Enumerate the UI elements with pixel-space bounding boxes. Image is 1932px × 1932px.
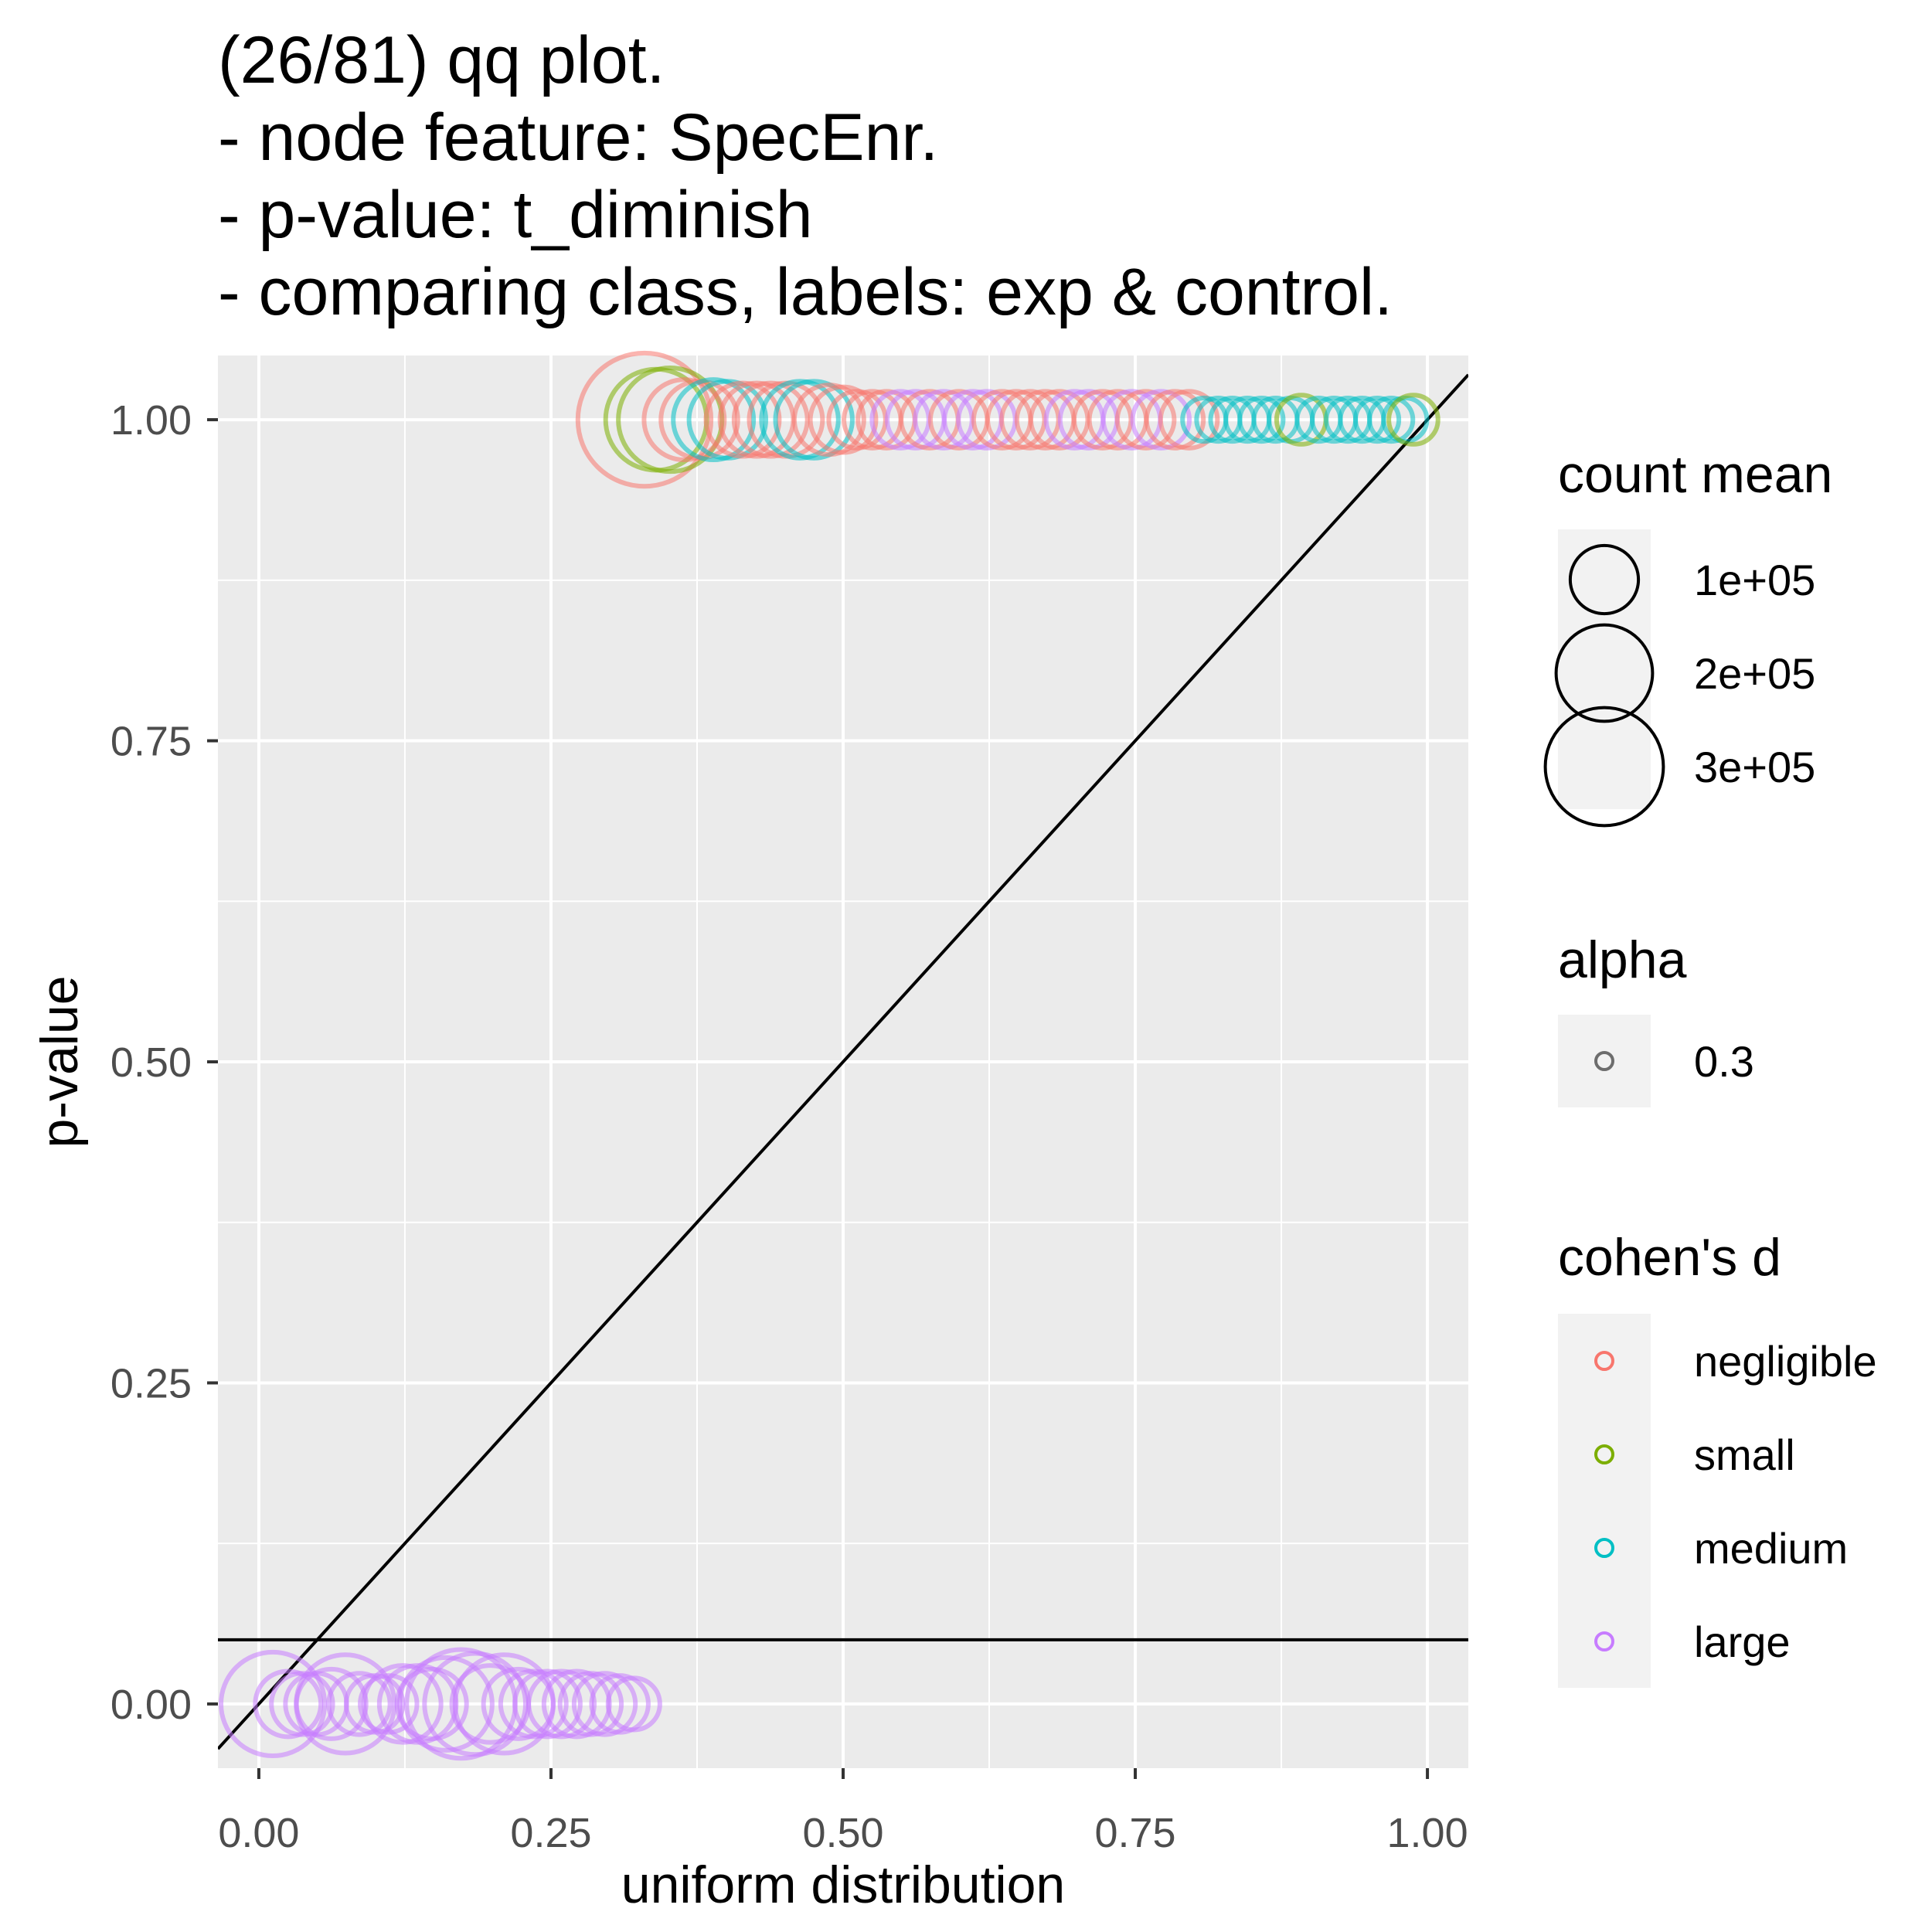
title-line-1: (26/81) qq plot.	[218, 23, 665, 97]
legend-size-key	[1568, 543, 1641, 616]
data-point-large	[294, 1652, 397, 1756]
legend-color-label: small	[1694, 1430, 1795, 1479]
data-point-large	[422, 1651, 529, 1757]
legend-size-key	[1543, 706, 1665, 828]
data-point-negligible	[808, 384, 879, 455]
data-point-medium	[759, 379, 841, 461]
chart-title: (26/81) qq plot. - node feature: SpecEnr…	[218, 22, 1841, 331]
legend-color-key-small	[1594, 1444, 1614, 1464]
title-line-2: - node feature: SpecEnr.	[218, 100, 939, 175]
legend-color-label: large	[1694, 1617, 1791, 1666]
legend-color-label: negligible	[1694, 1337, 1877, 1386]
y-tick-label: 1.00	[111, 397, 192, 444]
data-point-large	[512, 1668, 583, 1740]
data-point-medium	[773, 379, 855, 461]
data-point-large	[481, 1666, 556, 1741]
data-point-negligible	[575, 350, 714, 489]
data-point-large	[557, 1671, 624, 1737]
data-point-medium	[1352, 396, 1402, 444]
legend-size-label: 1e+05	[1694, 556, 1815, 604]
legend-color-title: cohen's d	[1558, 1228, 1781, 1287]
title-line-4: - comparing class, labels: exp & control…	[218, 255, 1393, 329]
data-point-medium	[686, 379, 769, 461]
data-point-negligible	[791, 383, 866, 457]
data-point-negligible	[641, 377, 727, 463]
data-point-large	[396, 1655, 495, 1753]
data-point-large	[571, 1671, 638, 1737]
data-point-negligible	[703, 380, 782, 459]
legend-alpha-key	[1594, 1051, 1614, 1071]
legend-color-key-medium	[1594, 1538, 1614, 1558]
data-point-large	[498, 1668, 569, 1740]
legend-color-key-negligible	[1594, 1351, 1614, 1371]
data-point-large	[218, 1649, 328, 1758]
x-tick-label: 0.25	[510, 1810, 591, 1856]
data-point-medium	[671, 377, 757, 463]
legend-size-label: 2e+05	[1694, 649, 1815, 698]
x-tick-label: 1.00	[1387, 1810, 1468, 1856]
legend-color-label: medium	[1694, 1524, 1848, 1573]
legend-count-mean: count mean 1e+05 2e+05 3e+05	[1543, 445, 1832, 828]
legend-alpha: alpha 0.3	[1558, 930, 1754, 1107]
x-axis: 0.00 0.25 0.50 0.75 1.00	[218, 1768, 1468, 1856]
data-point-negligible	[1158, 389, 1220, 451]
y-tick-label: 0.50	[111, 1039, 192, 1086]
legend-alpha-label: 0.3	[1694, 1037, 1754, 1086]
major-gridlines	[218, 355, 1468, 1768]
reference-lines	[218, 373, 1468, 1750]
x-tick-label: 0.00	[218, 1810, 299, 1856]
legend-size-label: 3e+05	[1694, 743, 1815, 791]
y-axis: 0.00 0.25 0.50 0.75 1.00	[111, 397, 218, 1728]
title-line-3: - p-value: t_diminish	[218, 178, 813, 252]
diagonal-reference-line	[218, 373, 1468, 1750]
data-point-negligible	[1144, 389, 1206, 451]
legend-alpha-title: alpha	[1558, 930, 1687, 989]
legend-size-key	[1554, 623, 1655, 723]
data-point-large	[1130, 389, 1192, 451]
legend-size-title: count mean	[1558, 445, 1832, 504]
data-point-negligible	[731, 380, 810, 459]
data-point-large	[605, 1675, 662, 1733]
data-point-medium	[1237, 396, 1286, 444]
y-axis-title: p-value	[30, 975, 89, 1148]
x-axis-title: uniform distribution	[621, 1855, 1065, 1914]
y-tick-label: 0.25	[111, 1360, 192, 1406]
legend-color-keys-bg	[1558, 1314, 1651, 1688]
data-point-small	[1386, 393, 1440, 447]
data-point-large	[253, 1668, 324, 1740]
data-point-large	[526, 1668, 597, 1740]
legend-alpha-keys-bg	[1558, 1015, 1651, 1107]
data-point-medium	[1367, 396, 1416, 444]
data-point-negligible	[1114, 389, 1177, 451]
data-point-large	[269, 1671, 335, 1737]
legend-size-keys-bg	[1558, 529, 1651, 809]
legend-color-key-large	[1594, 1631, 1614, 1651]
y-tick-label: 0.75	[111, 719, 192, 765]
legend-cohens-d: cohen's d negligible small medium large	[1558, 1228, 1877, 1688]
x-tick-label: 0.75	[1094, 1810, 1175, 1856]
data-point-large	[589, 1673, 651, 1735]
data-point-large	[362, 1663, 444, 1745]
y-tick-label: 0.00	[111, 1682, 192, 1728]
data-point-large	[394, 1666, 469, 1741]
x-tick-label: 0.50	[802, 1810, 883, 1856]
data-point-large	[326, 1671, 393, 1737]
data-points	[218, 350, 1440, 1761]
